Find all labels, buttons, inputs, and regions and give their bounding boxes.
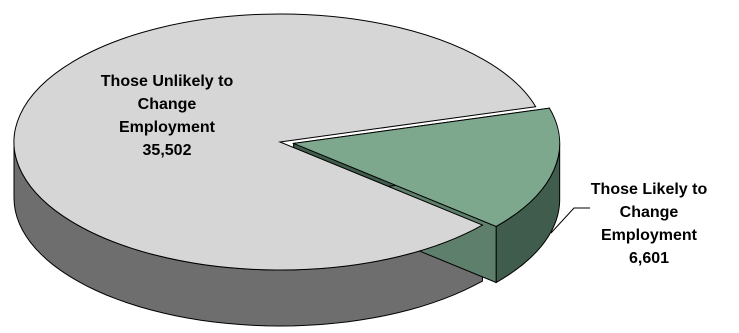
slice-label-unlikely-line-1: Those Unlikely to	[100, 73, 234, 90]
slice-label-likely: Those Likely to Change Employment 6,601	[564, 178, 734, 270]
slice-label-likely-line-2: Change	[619, 204, 679, 221]
slice-label-likely-line-3: Employment	[600, 227, 697, 244]
slice-value-likely: 6,601	[628, 250, 670, 267]
slice-label-likely-line-1: Those Likely to	[590, 181, 708, 198]
slice-value-unlikely: 35,502	[142, 142, 192, 159]
slice-label-unlikely: Those Unlikely to Change Employment 35,5…	[62, 70, 272, 162]
pie-slice-6601	[291, 107, 561, 228]
leader-line-likely	[550, 207, 590, 234]
slice-label-unlikely-line-2: Change	[137, 96, 197, 113]
pie-slice-35502	[13, 13, 537, 271]
slice-label-unlikely-line-3: Employment	[118, 119, 215, 136]
